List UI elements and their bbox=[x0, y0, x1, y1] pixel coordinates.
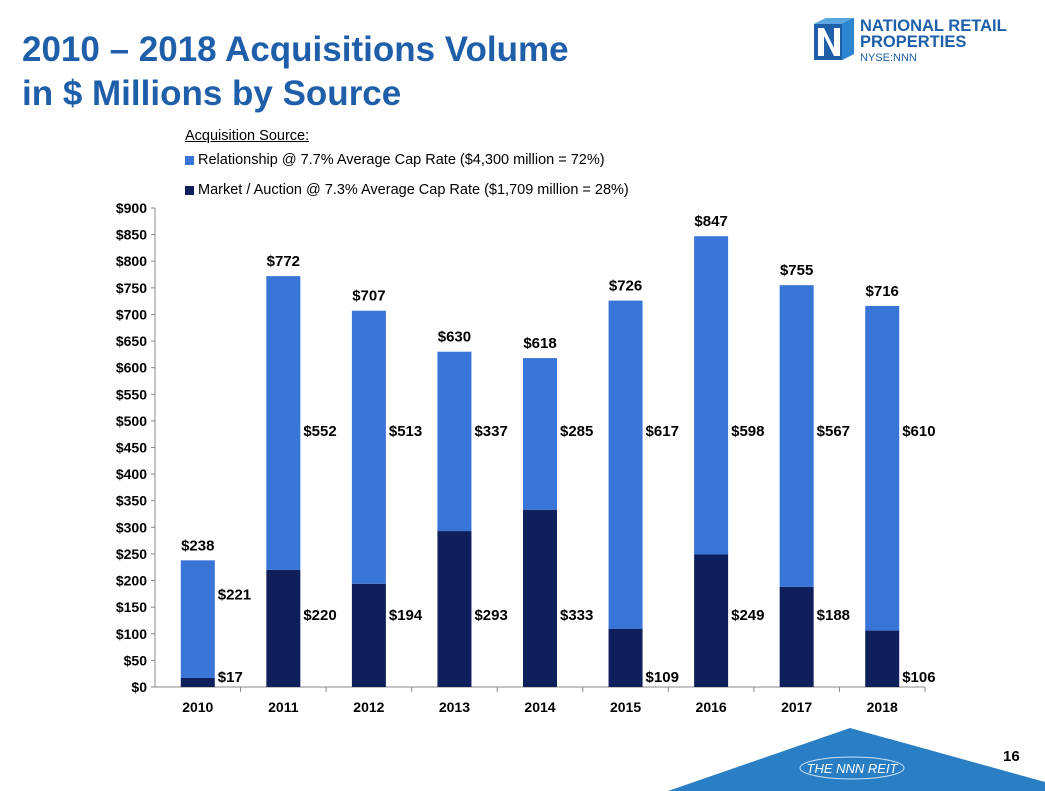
y-tick-label: $400 bbox=[116, 466, 147, 482]
bar-market bbox=[779, 586, 814, 687]
x-tick-label: 2018 bbox=[867, 699, 898, 715]
title-line-1: 2010 – 2018 Acquisitions Volume bbox=[22, 30, 569, 69]
y-tick-label: $900 bbox=[116, 200, 147, 216]
legend-item-market: Market / Auction @ 7.3% Average Cap Rate… bbox=[185, 182, 629, 198]
y-tick-label: $450 bbox=[116, 440, 147, 456]
bar-market bbox=[351, 583, 386, 687]
total-label: $707 bbox=[352, 288, 385, 305]
page-title: 2010 – 2018 Acquisitions Volume in $ Mil… bbox=[22, 28, 569, 116]
y-tick-label: $750 bbox=[116, 280, 147, 296]
bar-relationship bbox=[437, 351, 472, 532]
total-label: $630 bbox=[438, 329, 471, 346]
total-label: $726 bbox=[609, 278, 642, 295]
relationship-label: $337 bbox=[474, 423, 507, 440]
bar-market bbox=[180, 677, 215, 687]
total-label: $847 bbox=[694, 213, 727, 230]
x-tick-label: 2015 bbox=[610, 699, 641, 715]
relationship-label: $598 bbox=[731, 423, 764, 440]
total-label: $772 bbox=[267, 253, 300, 270]
y-tick-label: $800 bbox=[116, 253, 147, 269]
x-tick-label: 2012 bbox=[353, 699, 384, 715]
x-tick-label: 2011 bbox=[268, 699, 299, 715]
bar-relationship bbox=[266, 276, 301, 570]
market-label: $188 bbox=[817, 607, 850, 624]
y-tick-label: $250 bbox=[116, 546, 147, 562]
logo-line-2: PROPERTIES bbox=[860, 33, 967, 51]
bar-relationship bbox=[865, 305, 900, 631]
relationship-label: $567 bbox=[817, 423, 850, 440]
company-logo: NATIONAL RETAIL PROPERTIES NYSE:NNN bbox=[812, 16, 1007, 67]
x-tick-label: 2014 bbox=[524, 699, 555, 715]
relationship-label: $552 bbox=[303, 423, 336, 440]
y-tick-label: $550 bbox=[116, 386, 147, 402]
x-tick-label: 2017 bbox=[781, 699, 812, 715]
bar-market bbox=[266, 569, 301, 687]
relationship-label: $285 bbox=[560, 423, 593, 440]
x-tick-label: 2010 bbox=[182, 699, 213, 715]
x-tick-label: 2016 bbox=[696, 699, 727, 715]
logo-ticker: NYSE:NNN bbox=[860, 52, 917, 64]
bar-market bbox=[608, 628, 643, 687]
bar-market bbox=[865, 630, 900, 687]
relationship-label: $513 bbox=[389, 423, 422, 440]
page-number: 16 bbox=[1003, 748, 1020, 765]
market-label: $220 bbox=[303, 607, 336, 624]
bar-relationship bbox=[523, 358, 557, 510]
y-tick-label: $850 bbox=[116, 227, 147, 243]
legend-label: Market / Auction @ 7.3% Average Cap Rate… bbox=[198, 182, 629, 198]
y-tick-label: $600 bbox=[116, 360, 147, 376]
y-tick-label: $0 bbox=[131, 679, 147, 695]
logo-line-1: NATIONAL RETAIL bbox=[860, 17, 1007, 35]
total-label: $618 bbox=[523, 335, 556, 352]
relationship-label: $617 bbox=[646, 423, 679, 440]
y-tick-label: $100 bbox=[116, 626, 147, 642]
y-tick-label: $650 bbox=[116, 333, 147, 349]
x-tick-label: 2013 bbox=[439, 699, 470, 715]
y-tick-label: $150 bbox=[116, 599, 147, 615]
y-tick-label: $300 bbox=[116, 519, 147, 535]
nnn-logo-icon bbox=[814, 18, 854, 60]
legend-swatch bbox=[185, 185, 194, 195]
bar-relationship bbox=[779, 285, 814, 587]
total-label: $755 bbox=[780, 262, 813, 279]
y-tick-label: $500 bbox=[116, 413, 147, 429]
market-label: $249 bbox=[731, 607, 764, 624]
relationship-label: $610 bbox=[902, 423, 935, 440]
market-label: $106 bbox=[902, 669, 935, 686]
legend-item-relationship: Relationship @ 7.7% Average Cap Rate ($4… bbox=[185, 152, 629, 168]
total-label: $238 bbox=[181, 537, 214, 554]
bar-market bbox=[437, 531, 472, 687]
bar-market bbox=[523, 509, 557, 687]
bar-relationship bbox=[608, 300, 643, 629]
legend-title: Acquisition Source: bbox=[185, 128, 310, 144]
legend-label: Relationship @ 7.7% Average Cap Rate ($4… bbox=[198, 152, 605, 168]
bar-relationship bbox=[351, 310, 386, 584]
market-label: $293 bbox=[474, 607, 507, 624]
bar-relationship bbox=[694, 236, 729, 555]
y-tick-label: $50 bbox=[124, 652, 148, 668]
market-label: $333 bbox=[560, 607, 593, 624]
bar-relationship bbox=[180, 560, 215, 678]
y-tick-label: $350 bbox=[116, 493, 147, 509]
title-line-2: in $ Millions by Source bbox=[22, 74, 402, 113]
total-label: $716 bbox=[866, 283, 899, 300]
y-tick-label: $200 bbox=[116, 573, 147, 589]
bar-market bbox=[694, 554, 729, 687]
chart-legend: Acquisition Source: Relationship @ 7.7% … bbox=[185, 128, 629, 198]
market-label: $17 bbox=[218, 669, 243, 686]
y-tick-label: $700 bbox=[116, 306, 147, 322]
market-label: $109 bbox=[646, 669, 679, 686]
relationship-label: $221 bbox=[218, 586, 251, 603]
market-label: $194 bbox=[389, 607, 423, 624]
legend-swatch bbox=[185, 155, 194, 165]
